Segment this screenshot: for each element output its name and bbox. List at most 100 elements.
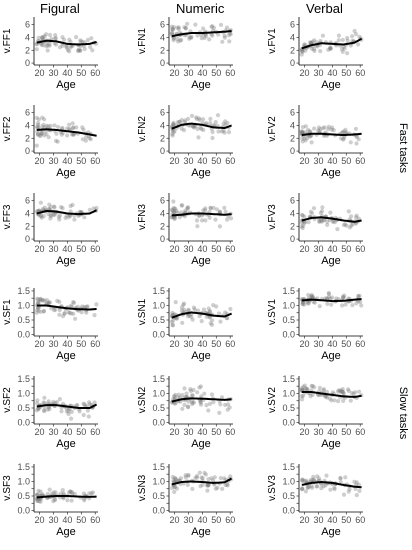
data-point <box>339 389 344 394</box>
data-point <box>45 298 50 303</box>
data-point <box>300 49 305 54</box>
y-axis-label: v.FF1 <box>2 28 13 53</box>
data-point <box>87 400 92 405</box>
data-point <box>340 390 345 395</box>
data-point <box>170 27 175 32</box>
data-point <box>320 33 325 38</box>
x-tick-label: 20 <box>300 515 310 525</box>
data-point <box>303 220 308 225</box>
data-point <box>54 400 60 405</box>
data-point <box>202 35 207 41</box>
data-point <box>194 475 200 480</box>
data-point <box>35 301 41 306</box>
x-tick-label: 60 <box>355 515 365 525</box>
data-point <box>197 213 202 218</box>
trend-line <box>36 403 98 409</box>
data-point <box>186 205 191 210</box>
data-point <box>221 128 226 133</box>
data-point <box>228 474 233 479</box>
data-point <box>317 304 322 309</box>
data-point <box>180 406 185 411</box>
data-point <box>204 314 209 319</box>
data-point <box>342 46 347 51</box>
data-point <box>346 209 351 214</box>
side-label-slow-tasks: Slow tasks <box>397 387 409 440</box>
data-point <box>225 407 230 412</box>
data-point <box>36 407 41 412</box>
data-point <box>60 130 65 135</box>
data-point <box>71 300 77 305</box>
y-tick-label: 2 <box>160 45 165 55</box>
data-point <box>222 35 227 40</box>
data-point <box>60 35 65 40</box>
x-tick-label: 60 <box>355 68 365 78</box>
data-point <box>306 292 311 298</box>
data-point <box>36 297 41 302</box>
data-point <box>82 215 87 220</box>
data-point <box>348 398 353 403</box>
data-point <box>211 478 216 483</box>
data-point <box>170 133 175 138</box>
data-point <box>206 306 211 311</box>
y-tick-label: 2 <box>290 221 295 231</box>
data-point <box>186 307 191 312</box>
data-point <box>213 120 218 125</box>
y-tick-label: 1.5 <box>152 374 165 384</box>
data-point <box>57 397 63 402</box>
data-point <box>39 215 44 220</box>
y-axis-label: v.SN1 <box>137 298 148 325</box>
data-point <box>64 44 69 49</box>
y-tick-label: 1.0 <box>282 476 295 486</box>
data-point <box>341 222 346 228</box>
x-axis-label: Age <box>191 255 211 267</box>
data-point <box>69 303 74 308</box>
data-point <box>35 307 40 313</box>
data-point <box>339 47 344 52</box>
trend-line <box>301 391 362 398</box>
data-point <box>175 25 180 30</box>
data-point <box>186 116 191 121</box>
y-tick-label: 0 <box>25 146 30 156</box>
x-tick-label: 40 <box>197 68 207 78</box>
data-point <box>183 26 188 31</box>
x-tick-label: 60 <box>355 244 365 254</box>
x-tick-label: 40 <box>62 156 72 166</box>
data-point <box>68 45 73 50</box>
data-point <box>329 127 334 132</box>
y-tick-label: 0.5 <box>282 315 295 325</box>
data-point <box>345 38 350 44</box>
data-point <box>210 33 215 38</box>
data-point <box>324 296 330 301</box>
x-tick-label: 40 <box>327 515 337 525</box>
data-point <box>37 133 42 138</box>
data-point <box>357 293 362 298</box>
x-tick-label: 50 <box>76 244 86 254</box>
data-point <box>332 398 337 403</box>
x-axis-label: Age <box>191 79 211 91</box>
data-point <box>42 117 47 122</box>
y-axis-label: v.FF2 <box>2 116 13 141</box>
data-point <box>174 316 179 321</box>
data-point <box>328 210 333 215</box>
data-point <box>209 476 214 481</box>
x-tick-label: 20 <box>300 339 310 349</box>
panel-v-sv3: 20 30 40 50 60 0.0 0.5 1.0 1.5 Age v.SV3 <box>267 462 365 538</box>
data-point <box>184 391 189 396</box>
data-point <box>318 217 323 222</box>
x-tick-label: 30 <box>313 427 323 437</box>
data-point <box>308 294 313 299</box>
data-point <box>75 304 80 309</box>
data-point <box>329 125 335 130</box>
data-point <box>76 47 82 52</box>
data-point <box>87 491 92 496</box>
data-point <box>58 491 64 496</box>
data-point <box>203 218 208 223</box>
data-point <box>194 116 199 121</box>
data-point <box>302 478 307 483</box>
data-point <box>185 404 190 409</box>
data-point <box>320 219 325 224</box>
data-point <box>204 403 209 408</box>
data-point <box>171 27 176 32</box>
data-point <box>302 220 307 225</box>
